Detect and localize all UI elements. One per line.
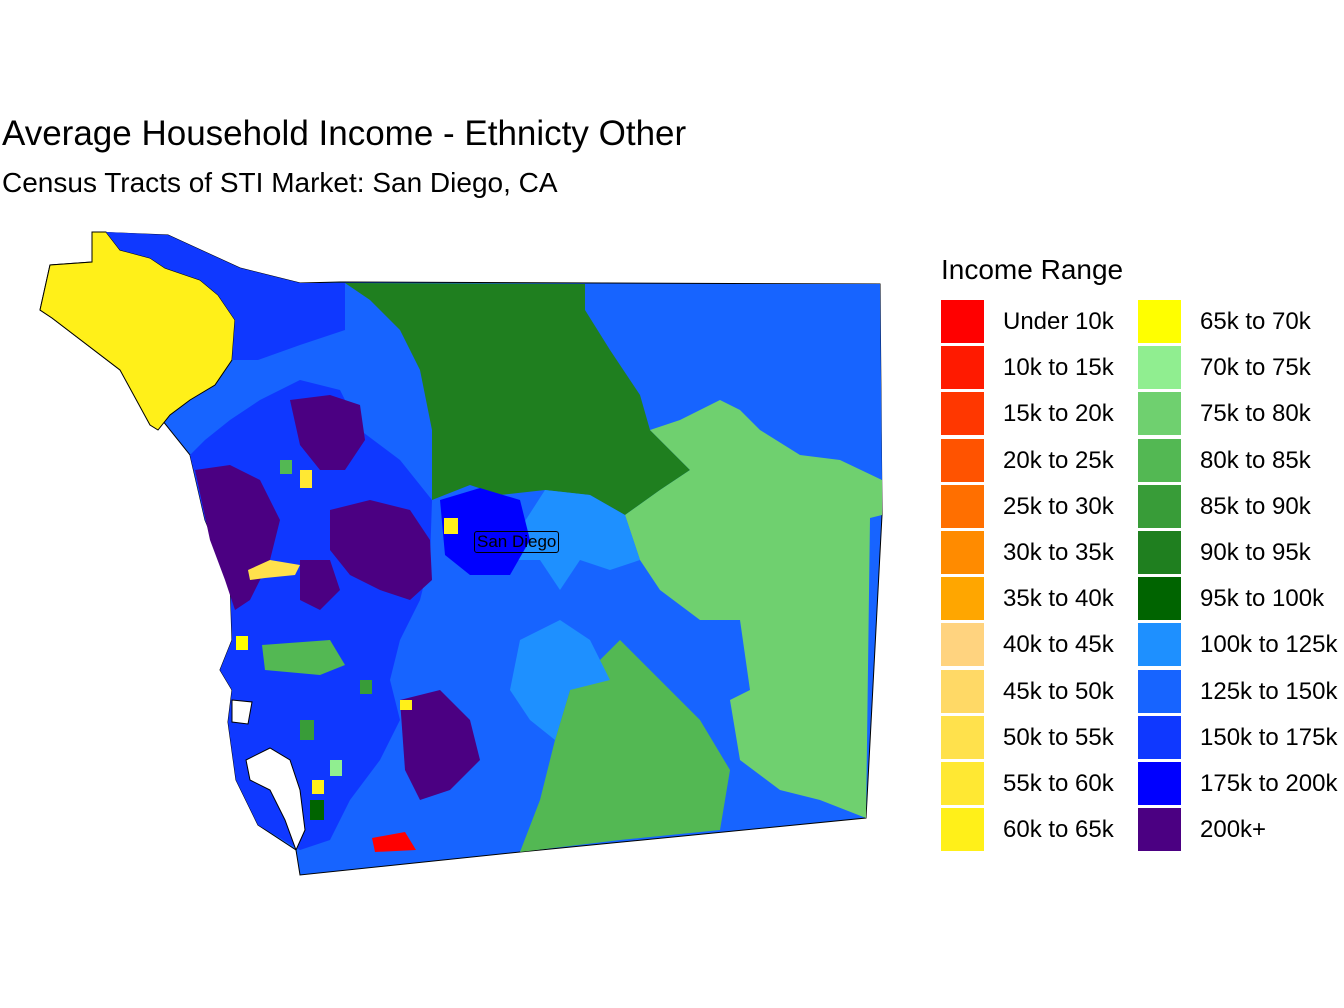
- region-southgreen: [520, 640, 730, 852]
- legend-label: 60k to 65k: [1003, 816, 1114, 844]
- legend-label: 25k to 30k: [1003, 492, 1114, 520]
- legend-swatch: [941, 577, 984, 621]
- patch-yellow-5: [312, 780, 324, 794]
- legend-swatch: [941, 484, 984, 528]
- legend-swatch: [1138, 623, 1181, 667]
- legend-swatch: [1138, 530, 1181, 574]
- legend-label: 35k to 40k: [1003, 585, 1114, 613]
- legend-label: 10k to 15k: [1003, 354, 1114, 382]
- legend-label: 80k to 85k: [1200, 446, 1311, 474]
- legend-swatch: [941, 530, 984, 574]
- region-central-lightblue: [500, 490, 640, 590]
- region-purple-small: [300, 560, 340, 610]
- legend-label: 100k to 125k: [1200, 631, 1338, 659]
- legend-swatch: [1138, 346, 1181, 390]
- legend-swatch: [1138, 577, 1181, 621]
- legend-label: Under 10k: [1003, 308, 1114, 335]
- patch-red: [372, 832, 416, 852]
- legend-swatch: [941, 808, 984, 852]
- legend-label: 150k to 175k: [1200, 723, 1338, 751]
- patch-green-4: [280, 460, 292, 474]
- legend-swatch: [1138, 438, 1181, 482]
- legend-label: 200k+: [1200, 816, 1267, 844]
- legend-label: 55k to 60k: [1003, 769, 1114, 797]
- legend-swatch: [941, 715, 984, 759]
- legend-swatch: [1138, 300, 1181, 343]
- legend-swatch: [1138, 808, 1181, 852]
- region-purple-north: [290, 395, 365, 470]
- patch-yellow-1: [444, 518, 458, 534]
- region-purple-south: [400, 690, 480, 800]
- region-lightgreen: [625, 400, 882, 818]
- legend-swatch: [941, 300, 984, 343]
- region-purple-central: [330, 500, 432, 600]
- patch-green-5: [360, 680, 372, 694]
- region-east: [585, 284, 882, 480]
- city-label-san-diego: San Diego: [474, 531, 560, 553]
- bay-mission: [231, 699, 253, 725]
- bay-san-diego: [245, 747, 306, 852]
- legend-swatch: [941, 346, 984, 390]
- legend-label: 125k to 150k: [1200, 677, 1338, 705]
- legend-swatch: [941, 438, 984, 482]
- region-southeast-lightblue: [510, 620, 610, 740]
- legend-swatch: [941, 761, 984, 805]
- legend-label: 15k to 20k: [1003, 400, 1114, 428]
- patch-green-3: [310, 800, 324, 820]
- legend-label: 65k to 70k: [1200, 308, 1311, 335]
- legend-swatch: [1138, 392, 1181, 436]
- legend-swatch: [941, 669, 984, 713]
- legend-label: 70k to 75k: [1200, 354, 1311, 382]
- region-darkgreen: [345, 283, 690, 515]
- legend-swatch: [1138, 715, 1181, 759]
- legend-label: 45k to 50k: [1003, 677, 1114, 705]
- legend-label: 30k to 35k: [1003, 538, 1114, 566]
- legend-label: 50k to 55k: [1003, 723, 1114, 751]
- legend-label: 95k to 100k: [1200, 585, 1325, 613]
- legend-swatch: [1138, 669, 1181, 713]
- legend-label: 90k to 95k: [1200, 538, 1311, 566]
- legend-swatch: [1138, 484, 1181, 528]
- region-green-central-west: [262, 640, 345, 675]
- patch-yellow-6: [400, 700, 412, 710]
- legend-label: 20k to 25k: [1003, 446, 1114, 474]
- patch-yellow-4: [236, 636, 248, 650]
- legend-swatch: [1138, 761, 1181, 805]
- region-north: [106, 232, 345, 360]
- patch-yellow-3: [300, 470, 312, 488]
- legend-label: 85k to 90k: [1200, 492, 1311, 520]
- legend-swatch: [941, 623, 984, 667]
- patch-green-1: [300, 720, 314, 740]
- map-subtitle: Census Tracts of STI Market: San Diego, …: [2, 167, 558, 198]
- patch-yellow-2: [248, 560, 300, 580]
- legend-label: 175k to 200k: [1200, 769, 1338, 797]
- legend-label: 40k to 45k: [1003, 631, 1114, 659]
- patch-green-2: [330, 760, 342, 776]
- legend-swatch: [941, 392, 984, 436]
- legend-label: 75k to 80k: [1200, 400, 1311, 428]
- map-title: Average Household Income - Ethnicty Othe…: [2, 114, 687, 153]
- legend-title: Income Range: [941, 254, 1124, 285]
